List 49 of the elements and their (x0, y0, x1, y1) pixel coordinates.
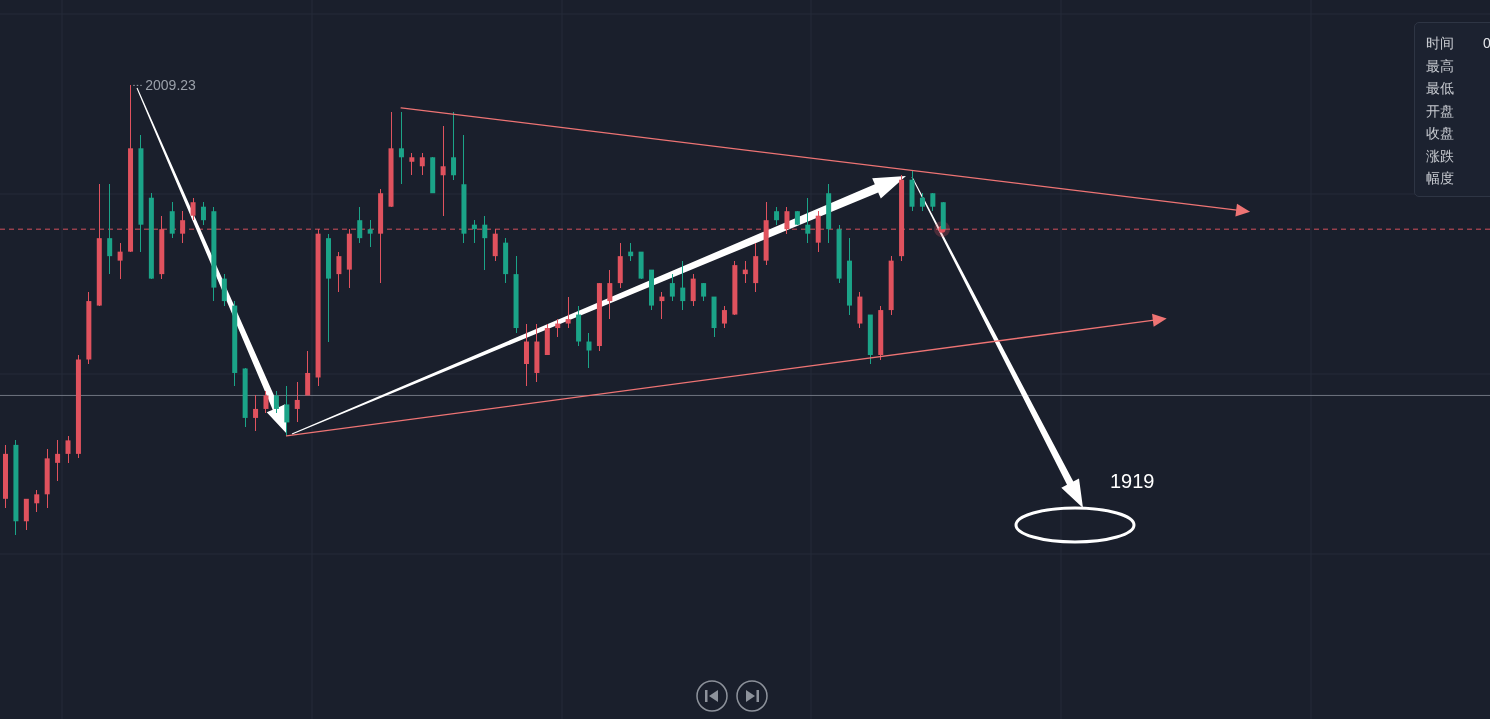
candlestick (565, 296, 571, 329)
candlestick (586, 332, 592, 369)
annotation: 2009.23 (145, 77, 197, 94)
candlestick (336, 251, 342, 293)
candlestick (659, 291, 665, 320)
candlestick (398, 111, 404, 185)
candlestick (34, 489, 40, 513)
candlestick (65, 435, 71, 464)
candlestick (742, 260, 748, 284)
candlestick (117, 242, 123, 280)
candlestick (482, 215, 488, 271)
candlestick (669, 273, 675, 302)
candlestick (451, 111, 457, 181)
candlestick (273, 390, 279, 414)
candlestick (680, 260, 686, 311)
text: 时间 (1426, 35, 1454, 51)
annotation: 涨跌 (1426, 146, 1454, 165)
candlestick (107, 183, 113, 275)
annotation: 收盘 (1426, 124, 1454, 142)
candlestick (263, 390, 269, 414)
candlestick (357, 206, 363, 244)
annotation: 开盘 (1426, 101, 1454, 120)
annotation: 幅度 (1426, 169, 1454, 187)
candlestick (607, 269, 613, 320)
candlestick (221, 273, 227, 307)
candlestick (284, 385, 290, 437)
annotation: 1919 (1110, 470, 1155, 492)
candlestick (180, 210, 186, 244)
candlestick (805, 197, 811, 244)
candlestick (200, 201, 206, 226)
candlestick (419, 152, 425, 176)
text: 最高 (1426, 57, 1454, 74)
text: 0 (1483, 35, 1490, 51)
candlestick (471, 219, 477, 244)
candlestick (55, 439, 61, 482)
candlestick (305, 350, 311, 396)
candlestick (253, 394, 259, 432)
candlestick (440, 125, 446, 217)
candlestick (294, 381, 300, 423)
candlestick (367, 219, 373, 248)
annotation: 最低 (1426, 79, 1454, 97)
candlestick (721, 305, 727, 329)
candlestick (190, 197, 196, 221)
candlestick (409, 152, 415, 176)
candlestick (690, 273, 696, 307)
candlestick (523, 323, 529, 387)
candlestick (169, 201, 175, 239)
candlestick (23, 498, 29, 531)
candlestick (784, 206, 790, 235)
